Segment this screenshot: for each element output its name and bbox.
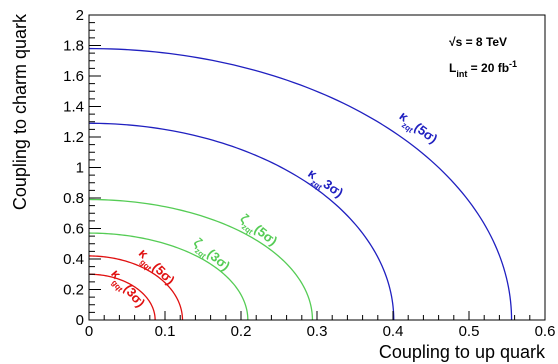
lumi-prefix: L: [449, 61, 456, 75]
series-label-0: κgqt(3σ): [105, 266, 148, 312]
y-tick-label: 0.2: [63, 282, 84, 299]
series-label-significance: (3σ): [204, 246, 233, 273]
curve-labels-layer: κgqt(3σ)κgqt(5σ)ζzqt(3σ)ζzqt(5σ)κzqt3σ)κ…: [105, 108, 440, 312]
series-curve-5: [88, 47, 513, 321]
series-label-1: κgqt(5σ): [133, 245, 178, 290]
series-curve-3: [88, 198, 314, 321]
lumi-sub: int: [456, 69, 467, 79]
x-tick-label: 0.6: [535, 323, 556, 340]
ticks-layer: 0 0.1 0.2 0.3 0.4 0.5 0.6 0 0.2 0.4 0.6 0.8 1 1.2 1.4 1…: [63, 7, 555, 340]
y-tick-label: 0.4: [63, 251, 84, 268]
y-tick-label: 1.4: [63, 99, 84, 116]
series-curve-2: [88, 232, 249, 321]
y-tick-label: 2: [76, 7, 84, 24]
y-tick-label: 1.2: [63, 129, 84, 146]
series-label-significance: (5σ): [150, 259, 178, 287]
series-label-3: ζzqt(5σ): [236, 211, 281, 252]
y-tick-label: 1.6: [63, 68, 84, 85]
x-tick-label: 0.4: [383, 323, 404, 340]
lumi-sup: -1: [509, 59, 517, 69]
series-label-significance: (5σ): [252, 221, 281, 248]
y-tick-label: 1.8: [63, 38, 84, 55]
series-curve-0: [88, 273, 156, 321]
luminosity-label: Lint = 20 fb-1: [449, 59, 517, 79]
x-tick-label: 0.2: [231, 323, 252, 340]
x-tick-label: 0.3: [307, 323, 328, 340]
series-label-4: κzqt3σ): [303, 166, 346, 204]
y-axis-title: Coupling to charm quark: [10, 13, 30, 210]
y-tick-label: 0: [76, 312, 84, 329]
series-label-5: κzqt(5σ): [394, 108, 440, 149]
y-tick-label: 0.6: [63, 221, 84, 238]
lumi-value: = 20 fb: [467, 61, 509, 75]
x-tick-label: 0.5: [459, 323, 480, 340]
x-tick-label: 0: [85, 323, 93, 340]
series-label-significance: (3σ): [121, 281, 148, 310]
y-tick-label: 1: [76, 160, 84, 177]
curves-layer: [88, 47, 513, 321]
series-curve-1: [88, 255, 184, 321]
series-label-significance: (5σ): [412, 120, 441, 147]
x-axis-title: Coupling to up quark: [379, 342, 546, 362]
y-tick-label: 0.8: [63, 190, 84, 207]
series-label-significance: 3σ): [321, 176, 346, 200]
series-curve-4: [88, 122, 395, 321]
x-tick-label: 0.1: [155, 323, 176, 340]
energy-label: √s = 8 TeV: [449, 35, 507, 49]
